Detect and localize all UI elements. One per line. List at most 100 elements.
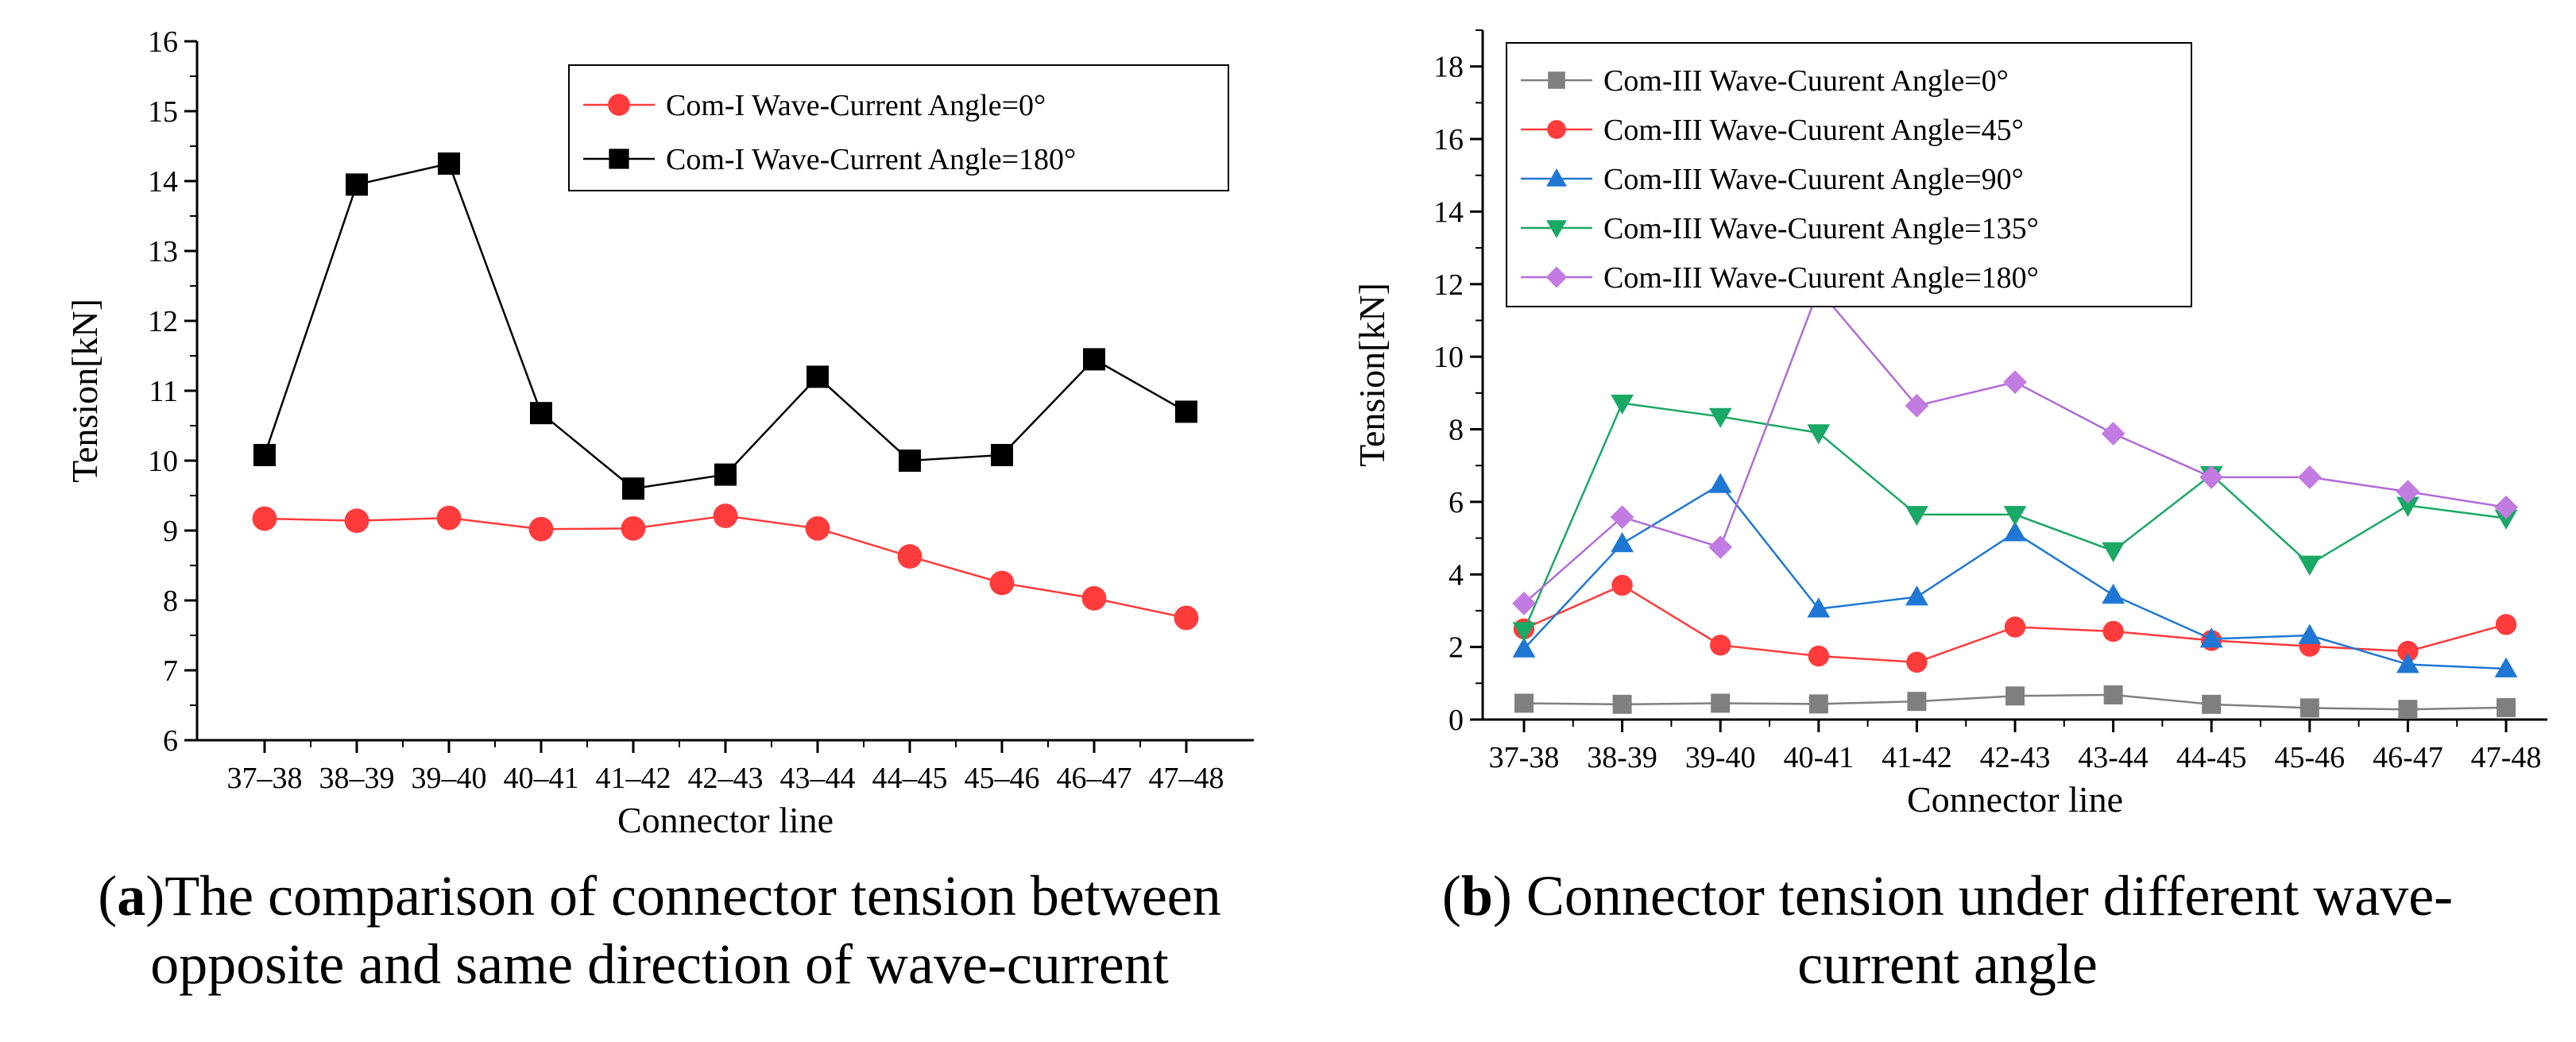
data-point — [1906, 651, 1928, 673]
legend-label: Com-III Wave-Cuurent Angle=90° — [1603, 163, 2024, 196]
x-tick-label: 37–38 — [227, 762, 303, 795]
data-point — [897, 544, 922, 569]
y-tick-label: 7 — [163, 654, 178, 688]
chart-b: 0 2 4 6 8 10 12 14 16 18 37-38 38-39 39-40 40-41 41-42… — [1352, 29, 2547, 820]
data-point — [1708, 473, 1732, 493]
data-point — [252, 506, 277, 531]
data-point — [2298, 555, 2322, 576]
data-point — [528, 516, 554, 542]
data-point — [2398, 700, 2418, 720]
x-tick-label: 47–48 — [1149, 762, 1224, 795]
data-point — [713, 504, 738, 528]
series-1 — [253, 152, 1197, 500]
caption-a-label: a — [117, 864, 146, 928]
y-tick-label: 14 — [1433, 195, 1464, 229]
y-tick-label: 12 — [1433, 268, 1464, 302]
legend-marker — [1548, 71, 1565, 89]
y-tick-label: 8 — [163, 585, 178, 618]
y-tick-label: 16 — [1433, 123, 1464, 156]
data-point — [1512, 591, 1536, 616]
series-0 — [1514, 685, 2516, 720]
y-axis-label: Tension[kN] — [64, 299, 105, 483]
legend-marker — [1546, 168, 1567, 187]
legend-marker — [1547, 120, 1566, 139]
data-point — [2298, 623, 2322, 644]
legend-box — [1506, 42, 2192, 307]
data-point — [1514, 693, 1534, 713]
data-point — [1610, 505, 1634, 529]
x-tick-label: 42–43 — [688, 762, 764, 795]
data-point — [2299, 698, 2319, 718]
data-point — [2004, 616, 2026, 638]
legend-label: Com-III Wave-Cuurent Angle=135° — [1603, 212, 2039, 245]
data-point — [622, 477, 644, 500]
x-tick-label: 45–46 — [965, 762, 1040, 795]
y-tick-label: 18 — [1433, 51, 1464, 84]
legend-marker — [1545, 266, 1568, 288]
x-tick-label: 40-41 — [1783, 741, 1854, 774]
x-tick-label: 40–41 — [504, 762, 579, 795]
data-point — [436, 505, 462, 531]
x-axis-label: Connector line — [617, 800, 834, 840]
legend-label: Com-III Wave-Cuurent Angle=0° — [1603, 64, 2009, 98]
x-tick-label: 43–44 — [780, 762, 856, 795]
data-point — [1808, 645, 1829, 667]
legend-label: Com-I Wave-Current Angle=180° — [666, 143, 1076, 176]
caption-b-line2: current angle — [1797, 932, 2098, 996]
data-point — [1081, 585, 1107, 611]
y-tick-label: 10 — [148, 445, 178, 478]
data-point — [530, 402, 552, 425]
legend-box — [568, 64, 1229, 191]
data-point — [1174, 605, 1199, 631]
y-tick-label: 12 — [148, 305, 178, 338]
data-point — [2494, 509, 2518, 530]
data-point — [1083, 348, 1105, 371]
legend-label: Com-III Wave-Cuurent Angle=180° — [1603, 261, 2039, 295]
y-tick-label: 6 — [163, 724, 178, 758]
y-tick-label: 16 — [148, 25, 178, 59]
x-tick-label: 39-40 — [1685, 741, 1756, 774]
x-tick-label: 47-48 — [2471, 741, 2542, 774]
data-point — [2494, 495, 2518, 519]
legend-marker — [608, 94, 630, 116]
series-1 — [1513, 574, 2517, 673]
y-tick-label: 4 — [1449, 558, 1464, 592]
data-point — [989, 570, 1015, 596]
data-point — [1907, 692, 1927, 712]
data-point — [2397, 640, 2419, 662]
data-point — [2199, 465, 2224, 489]
legend-marker — [1546, 220, 1567, 238]
series-line — [1523, 288, 2507, 604]
y-axis-label: Tension[kN] — [1352, 283, 1392, 467]
data-point — [1175, 400, 1197, 423]
data-point — [2202, 694, 2222, 714]
caption-a: (a)The comparison of connector tension b… — [98, 864, 1221, 996]
data-point — [1708, 535, 1733, 559]
data-point — [1807, 424, 1831, 445]
chart-a: 6 7 8 9 10 11 12 13 14 15 16 37–38 38–39 39–40 40–41 41… — [64, 25, 1254, 840]
data-point — [2396, 496, 2419, 517]
data-point — [2003, 370, 2027, 395]
data-point — [1612, 694, 1632, 714]
series-line — [263, 162, 1187, 490]
data-point — [2495, 614, 2517, 635]
data-point — [2102, 620, 2124, 643]
x-axis-label: Connector line — [1907, 779, 2123, 820]
data-point — [2494, 657, 2518, 677]
data-point — [1807, 597, 1831, 618]
x-tick-label: 38–39 — [319, 762, 395, 795]
data-point — [1512, 622, 1536, 643]
data-point — [1905, 506, 1928, 527]
data-point — [346, 173, 368, 196]
legend-label: Com-III Wave-Cuurent Angle=45° — [1603, 114, 2024, 147]
x-tick-label: 45-46 — [2274, 741, 2345, 774]
data-point — [2102, 583, 2125, 604]
caption-a-line1: The comparison of connector tension betw… — [164, 864, 1221, 928]
data-point — [2101, 422, 2125, 446]
data-point — [1905, 393, 1929, 418]
data-point — [2003, 521, 2027, 542]
caption-b: (b) Connector tension under different wa… — [1441, 864, 2454, 996]
data-point — [1611, 394, 1634, 415]
data-point — [621, 515, 646, 541]
